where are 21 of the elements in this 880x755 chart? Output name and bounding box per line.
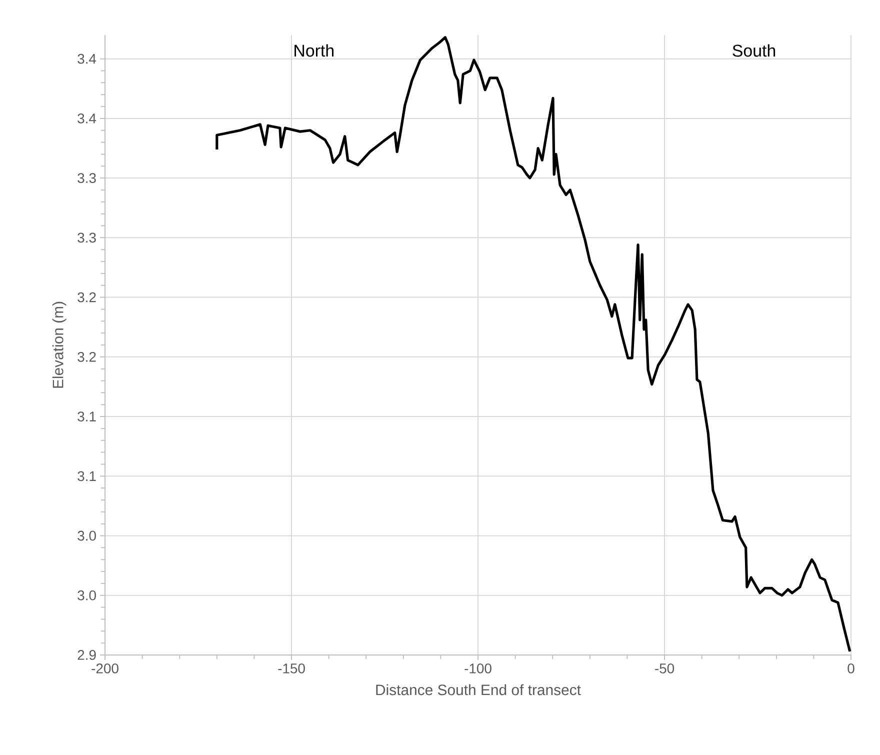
y-tick-label: 3.0 — [78, 530, 96, 541]
x-tick-label: -150 — [278, 663, 305, 674]
x-tick-label: 0 — [848, 663, 854, 674]
y-tick-label: 3.2 — [78, 292, 96, 302]
y-tick-label: 3.0 — [78, 590, 96, 600]
x-tick-label: -100 — [464, 663, 492, 674]
y-tick-label: 3.3 — [78, 232, 96, 243]
x-tick-label: -200 — [92, 663, 118, 674]
y-tick-label: 2.9 — [78, 650, 96, 660]
y-tick-label: 3.4 — [78, 54, 96, 64]
y-tick-label: 3.4 — [78, 113, 96, 124]
y-tick-label: 3.3 — [78, 173, 96, 183]
y-tick-label: 3.1 — [78, 412, 96, 422]
annotation: South — [732, 44, 776, 57]
line-series — [216, 36, 852, 653]
y-tick-label: 3.1 — [78, 471, 96, 482]
y-axis-title: Elevation (m) — [52, 302, 66, 388]
x-tick-label: -50 — [655, 663, 674, 674]
annotation: North — [294, 44, 334, 57]
x-axis-title: Distance South End of transect — [376, 684, 581, 696]
y-tick-label: 3.2 — [78, 352, 96, 362]
